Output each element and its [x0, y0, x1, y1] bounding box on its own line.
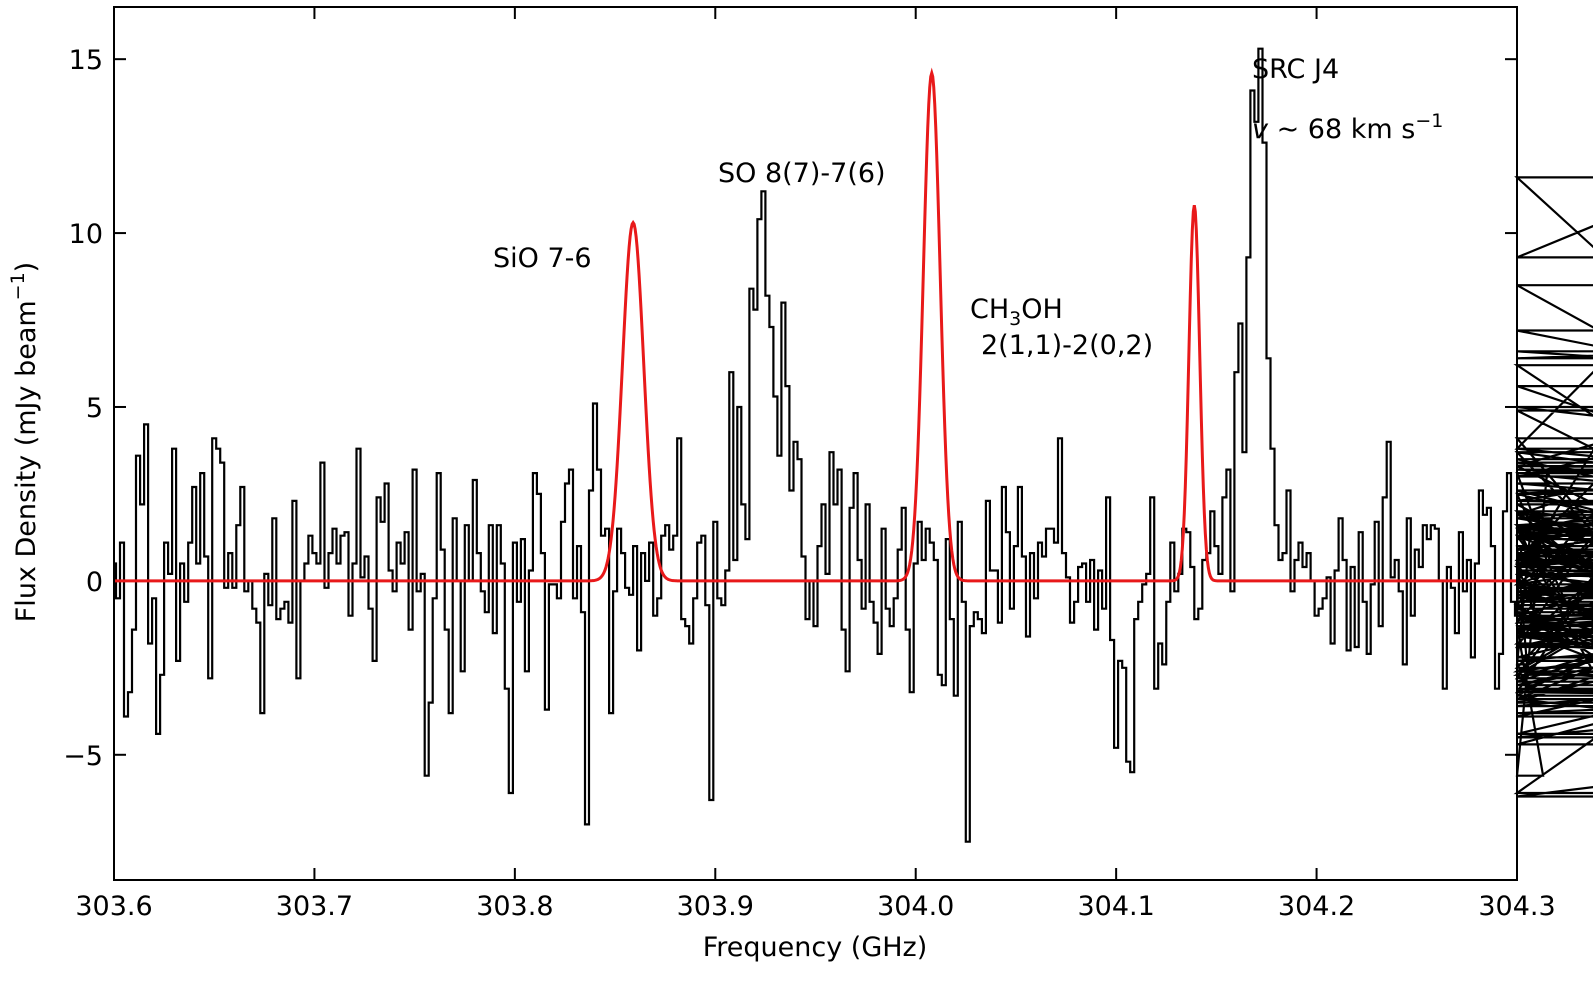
ch3oh-transition-label: 2(1,1)-2(0,2) [981, 330, 1153, 361]
y-tick-label: 0 [86, 567, 103, 598]
x-tick-label: 303.8 [476, 891, 553, 922]
velocity-label: v ∼ 68 km s−1 [1252, 110, 1443, 145]
x-tick-label: 303.9 [677, 891, 754, 922]
y-axis-title-sup: −1 [7, 272, 29, 300]
y-axis-title: Flux Density (mJy beam−1) [7, 262, 42, 622]
so-line-label: SO 8(7)-7(6) [718, 158, 886, 189]
x-axis-title: Frequency (GHz) [703, 932, 928, 963]
y-tick-label: 5 [86, 393, 103, 424]
axis-ticks [113, 7, 1518, 880]
ch3oh-part-b: OH [1021, 294, 1063, 325]
x-tick-label: 303.7 [276, 891, 353, 922]
x-tick-labels: 303.6 303.7 303.8 303.9 304.0 304.1 304.2 304.3 [75, 891, 1555, 922]
y-tick-labels: −5 0 5 10 15 [63, 45, 103, 772]
velocity-unit-sup: −1 [1415, 110, 1443, 132]
ch3oh-part-a: CH [970, 294, 1009, 325]
plot-frame [113, 6, 1518, 881]
x-tick-label: 304.0 [877, 891, 954, 922]
velocity-value: ∼ 68 km s [1268, 114, 1415, 145]
y-tick-label: −5 [63, 741, 103, 772]
sio-line-label: SiO 7-6 [493, 243, 592, 274]
velocity-symbol: v [1252, 114, 1269, 145]
y-tick-label: 15 [69, 45, 103, 76]
x-tick-label: 304.3 [1478, 891, 1555, 922]
ch3oh-line-label: CH3OH [970, 294, 1063, 330]
x-tick-label: 303.6 [75, 891, 152, 922]
x-tick-label: 304.1 [1077, 891, 1154, 922]
y-tick-label: 10 [69, 219, 103, 250]
observed-spectrum-line [114, 47, 1593, 843]
y-axis-title-main: Flux Density (mJy beam [11, 300, 42, 622]
y-axis-title-close: ) [11, 262, 42, 273]
gaussian-fit-line [114, 67, 1517, 583]
source-label: SRC J4 [1252, 54, 1339, 85]
data-layer [114, 47, 1593, 843]
ch3oh-subscript: 3 [1009, 308, 1021, 330]
x-tick-label: 304.2 [1278, 891, 1355, 922]
